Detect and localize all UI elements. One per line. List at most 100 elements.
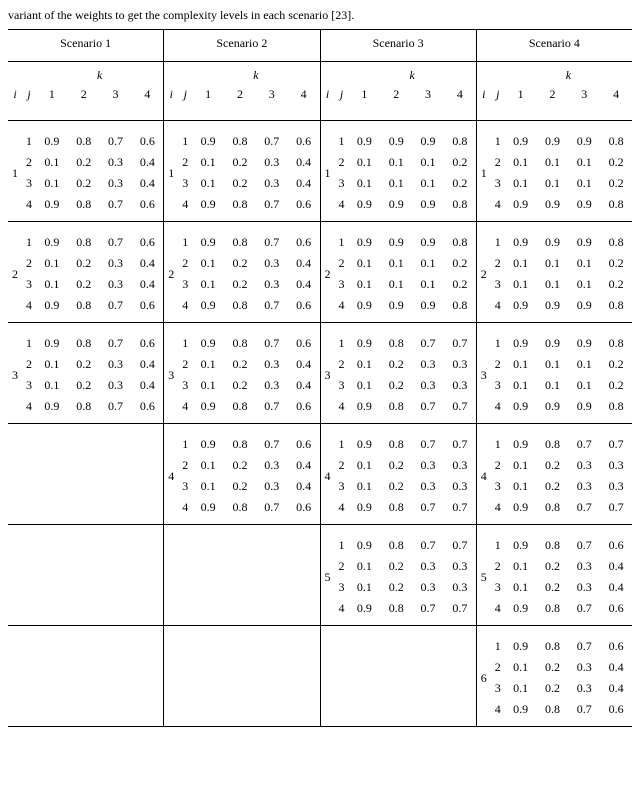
cell-value: 0.1	[568, 277, 600, 292]
cell-value: 0.9	[192, 197, 224, 212]
cell-value: 0.4	[288, 458, 320, 473]
cell-value: 0.7	[568, 639, 600, 654]
cell-value: 0.3	[568, 660, 600, 675]
i-header: i	[164, 87, 178, 102]
cell-value: 0.7	[600, 500, 632, 515]
cell-value: 0.1	[192, 277, 224, 292]
j-value: 2	[491, 256, 505, 271]
j-value: 2	[491, 458, 505, 473]
cell-value: 0.8	[600, 134, 632, 149]
i-value: 3	[8, 333, 22, 417]
j-value: 1	[491, 639, 505, 654]
k-header: k	[477, 62, 632, 83]
cell-value: 0.9	[349, 601, 381, 616]
cell-value: 0.4	[600, 559, 632, 574]
j-value: 2	[491, 155, 505, 170]
j-value: 1	[335, 538, 349, 553]
cell-value: 0.4	[288, 378, 320, 393]
data-row: 20.10.10.10.2	[335, 152, 476, 173]
scenario-title: Scenario 4	[477, 30, 632, 62]
cell-value: 0.9	[349, 197, 381, 212]
cell-value: 0.7	[444, 336, 476, 351]
cell-value: 0.8	[380, 437, 412, 452]
cell-value: 0.9	[505, 399, 537, 414]
j-value: 1	[335, 134, 349, 149]
cell-value: 0.7	[444, 399, 476, 414]
cell-value: 0.3	[412, 378, 444, 393]
cell-value: 0.4	[288, 479, 320, 494]
cell-value: 0.4	[288, 256, 320, 271]
data-row: 30.10.20.30.4	[22, 274, 163, 295]
cell-value: 0.2	[224, 155, 256, 170]
data-row: 30.10.20.30.4	[22, 173, 163, 194]
k-col-header: 2	[537, 87, 569, 102]
cell-value: 0.8	[68, 197, 100, 212]
cell-value: 0.6	[600, 538, 632, 553]
cell-value: 0.3	[256, 357, 288, 372]
j-value: 4	[335, 298, 349, 313]
i-value: 1	[477, 131, 491, 215]
cell-value: 0.9	[36, 399, 68, 414]
cell-value: 0.1	[36, 277, 68, 292]
k-label: k	[36, 68, 163, 83]
data-row: 10.90.80.70.6	[22, 333, 163, 354]
cell-value: 0.1	[349, 378, 381, 393]
cell-value: 0.1	[380, 176, 412, 191]
data-row: 30.10.20.30.4	[22, 375, 163, 396]
cell-value: 0.6	[288, 134, 320, 149]
cell-value: 0.2	[68, 357, 100, 372]
i-block: 110.90.90.90.820.10.10.10.230.10.10.10.2…	[321, 121, 476, 222]
data-row: 10.90.90.90.8	[491, 131, 632, 152]
cell-value: 0.9	[380, 235, 412, 250]
cell-value: 0.2	[600, 357, 632, 372]
cell-value: 0.1	[505, 580, 537, 595]
cell-value: 0.1	[505, 155, 537, 170]
cell-value: 0.7	[256, 399, 288, 414]
cell-value: 0.3	[256, 479, 288, 494]
k-header: k	[8, 62, 163, 83]
j-header: j	[335, 87, 349, 102]
k-label: k	[349, 68, 476, 83]
k-label: k	[192, 68, 319, 83]
data-row: 20.10.20.30.4	[22, 152, 163, 173]
data-row: 10.90.80.70.6	[22, 232, 163, 253]
j-value: 4	[335, 500, 349, 515]
cell-value: 0.7	[444, 601, 476, 616]
cell-value: 0.8	[224, 437, 256, 452]
j-value: 3	[335, 176, 349, 191]
j-value: 4	[335, 601, 349, 616]
cell-value: 0.9	[349, 538, 381, 553]
cell-value: 0.4	[288, 155, 320, 170]
cell-value: 0.3	[600, 458, 632, 473]
cell-value: 0.2	[380, 458, 412, 473]
k-col-header: 1	[192, 87, 224, 102]
cell-value: 0.2	[380, 378, 412, 393]
j-value: 3	[491, 378, 505, 393]
data-row: 10.90.80.70.6	[178, 333, 319, 354]
cell-value: 0.7	[412, 500, 444, 515]
i-block: 210.90.80.70.620.10.20.30.430.10.20.30.4…	[8, 222, 163, 323]
cell-value: 0.1	[380, 256, 412, 271]
cell-value: 0.7	[256, 134, 288, 149]
i-block: 310.90.90.90.820.10.10.10.230.10.10.10.2…	[477, 323, 632, 424]
data-row: 10.90.90.90.8	[335, 131, 476, 152]
cell-value: 0.6	[131, 235, 163, 250]
j-value: 4	[491, 298, 505, 313]
cell-value: 0.2	[537, 458, 569, 473]
data-row: 40.90.80.70.6	[22, 396, 163, 417]
cell-value: 0.9	[192, 134, 224, 149]
cell-value: 0.7	[444, 437, 476, 452]
cell-value: 0.9	[349, 298, 381, 313]
j-value: 3	[178, 176, 192, 191]
cell-value: 0.3	[412, 580, 444, 595]
cell-value: 0.1	[505, 256, 537, 271]
cell-value: 0.2	[537, 660, 569, 675]
k-col-header: 3	[100, 87, 132, 102]
cell-value: 0.1	[537, 378, 569, 393]
cell-value: 0.2	[380, 357, 412, 372]
cell-value: 0.4	[131, 176, 163, 191]
cell-value: 0.1	[349, 479, 381, 494]
cell-value: 0.2	[224, 378, 256, 393]
cell-value: 0.6	[600, 639, 632, 654]
j-value: 2	[178, 458, 192, 473]
